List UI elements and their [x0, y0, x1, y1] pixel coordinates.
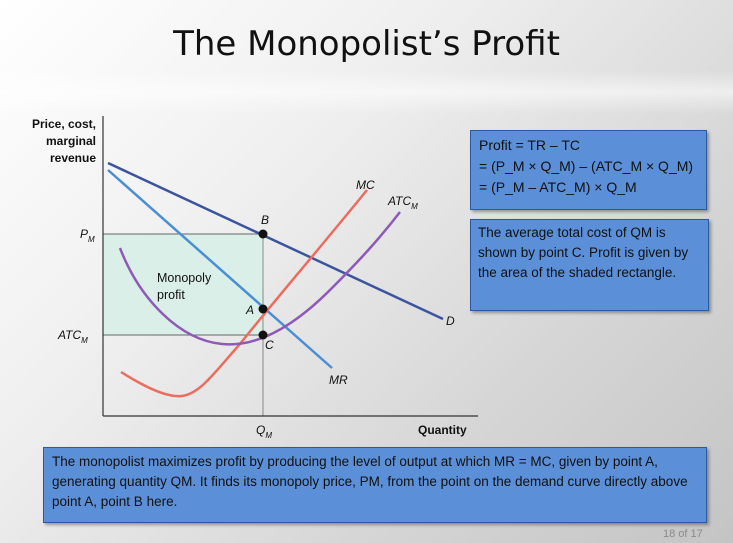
profit-formula-line-2: = (P_M × Q_M) – (ATC_M × Q_M) [479, 158, 694, 174]
slide-title: The Monopolist’s Profit [173, 24, 560, 64]
mc-curve [120, 189, 368, 398]
point-c-marker [258, 330, 268, 340]
x-axis-label: Quantity [418, 423, 467, 437]
atc-curve [118, 211, 401, 346]
explanation-box: The monopolist maximizes profit by produ… [43, 447, 707, 523]
demand-curve [107, 161, 444, 321]
mr-curve [107, 169, 333, 369]
profit-formula-box: Profit = TR – TC = (P_M × Q_M) – (ATC_M … [470, 130, 707, 210]
monopoly-profit-label: Monopoly profit [157, 271, 215, 302]
pm-tick-label: PM [80, 227, 95, 244]
point-a-label: A [245, 303, 254, 317]
point-b-marker [258, 229, 268, 239]
point-b-label: B [261, 213, 269, 227]
point-a-marker [258, 304, 268, 314]
atcm-tick-label: ATCM [57, 328, 88, 345]
qm-tick-label: QM [256, 423, 272, 440]
profit-formula-text: Profit = TR – TC [479, 137, 581, 153]
atc-label: ATCM [387, 194, 418, 211]
explanation-text: The monopolist maximizes profit by produ… [52, 454, 688, 509]
average-cost-note-text: The average total cost of QM is shown by… [478, 225, 689, 280]
page-counter: 18 of 17 [663, 528, 703, 540]
mc-label: MC [356, 178, 375, 192]
title-highlight [0, 70, 733, 114]
average-cost-note-box: The average total cost of QM is shown by… [470, 219, 709, 311]
point-c-label: C [265, 338, 274, 352]
y-axis-label: Price, cost, marginal revenue [31, 117, 96, 165]
mr-label: MR [329, 373, 348, 387]
d-label: D [446, 314, 455, 328]
profit-formula-line-3: = (P_M – ATC_M) × Q_M [479, 179, 637, 195]
profit-formula-line-1: Profit = TR – TC [479, 135, 698, 156]
